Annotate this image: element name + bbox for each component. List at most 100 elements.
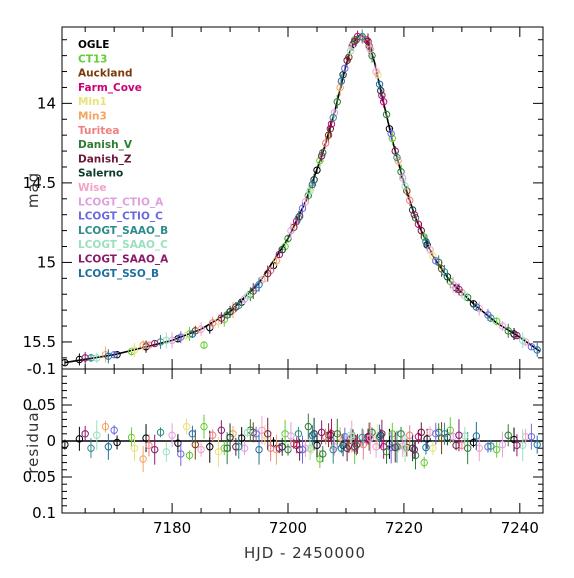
y-tick-label: 0.1 (32, 504, 56, 522)
legend-entry: Auckland (78, 68, 132, 80)
data-point (382, 110, 391, 119)
residual-point (487, 442, 495, 450)
data-point (275, 250, 284, 259)
residual-point (319, 450, 327, 458)
data-point (162, 336, 171, 345)
data-point (208, 319, 217, 327)
data-point (272, 257, 281, 265)
residual-point (162, 448, 171, 456)
data-point (513, 331, 521, 340)
series-turitea (145, 34, 466, 349)
data-point (307, 183, 315, 192)
residual-point (264, 430, 272, 438)
data-point (487, 314, 495, 322)
series-lcogt-sso-b (104, 74, 541, 364)
y-tick-label: 14.5 (23, 174, 56, 192)
residual-point (350, 443, 359, 451)
data-point (449, 280, 457, 289)
residual-point (321, 432, 330, 441)
data-point (378, 91, 386, 100)
data-point (255, 280, 263, 289)
data-point (440, 268, 449, 276)
residual-point (382, 448, 391, 456)
residual-point (235, 443, 243, 451)
residual-series-lcogt-sso-b (104, 421, 541, 465)
data-point (294, 214, 303, 222)
y-tick-label: -0.1 (27, 360, 56, 378)
residual-point (359, 440, 368, 449)
data-point (217, 314, 226, 322)
residual-point (304, 422, 312, 431)
data-point (317, 152, 326, 160)
y-tick-label: 15 (37, 253, 56, 271)
residual-point (197, 445, 205, 454)
series-danish-v (223, 35, 512, 338)
data-point (472, 303, 481, 311)
y-tick-label: 0.05 (23, 468, 56, 486)
residual-point (393, 443, 401, 451)
data-point (337, 77, 346, 85)
data-point (533, 346, 541, 354)
data-point (330, 109, 339, 117)
data-point (358, 32, 366, 41)
residual-point (337, 444, 346, 452)
residual-series-lcogt-ctio-a (168, 421, 507, 458)
data-point (151, 339, 159, 348)
data-point (177, 333, 185, 341)
legend-entry: Danish_V (78, 139, 133, 151)
residual-point (387, 443, 395, 452)
data-point (62, 358, 69, 367)
legend-entry: LCOGT_SAAO_C (78, 239, 168, 251)
data-point (350, 37, 359, 46)
series-lcogt-ctio-c (110, 64, 536, 359)
residual-point (217, 426, 226, 434)
data-point (401, 182, 409, 190)
residual-series-min1 (130, 418, 437, 467)
data-point (104, 352, 113, 360)
residual-point (329, 445, 337, 454)
residual-point (492, 445, 501, 454)
residual-point (287, 432, 295, 440)
residual-point (504, 431, 512, 439)
data-point (346, 47, 355, 55)
data-point (308, 180, 317, 189)
residual-point (306, 444, 314, 452)
residual-point (87, 444, 95, 452)
residual-point (200, 422, 208, 431)
x-tick-label: 7240 (501, 519, 539, 537)
data-point (364, 37, 372, 46)
series-min1 (130, 70, 437, 357)
data-point (388, 134, 397, 143)
data-point (329, 113, 337, 122)
residual-point (310, 430, 318, 438)
residual-point (377, 431, 385, 439)
residual-point (333, 430, 341, 438)
residual-point (275, 444, 284, 452)
residual-point (182, 422, 191, 431)
legend-entry: Salerno (78, 168, 123, 180)
x-tick-label: 7220 (385, 519, 423, 537)
data-point (321, 139, 330, 147)
residual-series-lcogt-saao-b (87, 422, 495, 464)
y-axis-label-mag: mag (24, 172, 42, 208)
data-point (298, 204, 307, 213)
light-curve-panel: 14 14.5 15 15.5 (23, 26, 544, 370)
residual-point (252, 430, 260, 438)
data-point (393, 153, 401, 162)
residual-data (62, 413, 543, 472)
legend-entry: LCOGT_CTIO_A (78, 196, 164, 208)
legend-entry: Danish_Z (78, 153, 132, 165)
residual-point (81, 430, 89, 438)
x-axis-label: HJD - 2450000 (244, 544, 366, 562)
data-point (341, 64, 349, 73)
residual-point (423, 435, 431, 443)
residual-series-lcogt-ctio-c (110, 422, 536, 466)
residual-point (208, 431, 217, 439)
residual-point (366, 434, 375, 442)
residual-panel: 7180 7200 7220 7240 -0.1 0.05 0 0.05 0.1 (23, 360, 544, 537)
residual-point (472, 432, 481, 440)
data-point (226, 308, 234, 316)
residual-point (375, 432, 384, 441)
